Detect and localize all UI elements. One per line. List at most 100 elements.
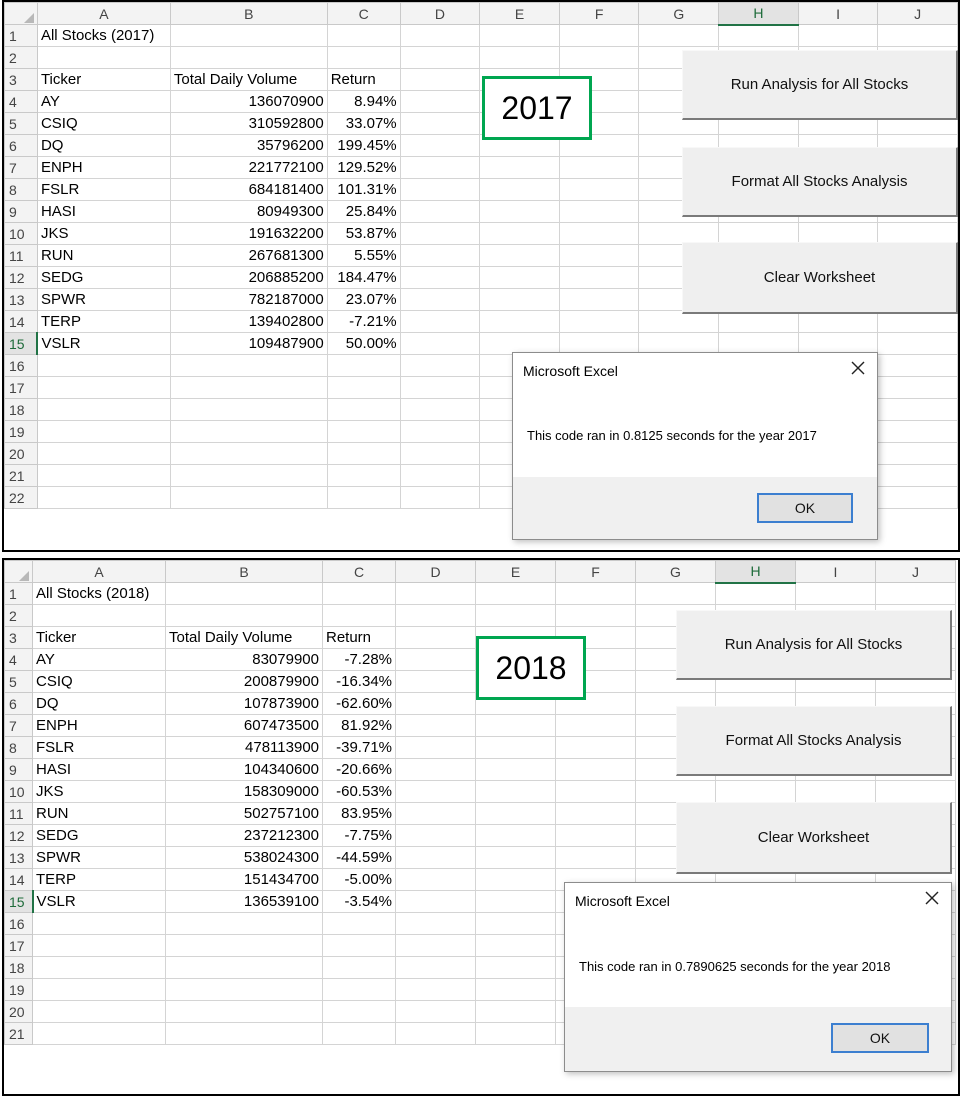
cell[interactable] (555, 846, 636, 869)
cell[interactable] (169, 442, 328, 465)
cell[interactable] (395, 692, 476, 715)
row-header[interactable]: 7 (4, 156, 38, 179)
sheet-title-cell[interactable]: All Stocks (2017) (36, 24, 171, 47)
cell[interactable] (475, 912, 556, 935)
return-cell[interactable]: 199.45% (326, 134, 401, 157)
volume-cell[interactable]: 107873900 (165, 692, 323, 715)
volume-cell[interactable]: 151434700 (165, 868, 323, 891)
column-header-c[interactable]: C (322, 560, 396, 583)
cell[interactable] (169, 46, 328, 69)
ticker-cell[interactable]: VSLR (32, 890, 166, 913)
cell[interactable] (326, 442, 401, 465)
row-header[interactable]: 18 (4, 956, 33, 979)
cell[interactable] (399, 398, 481, 421)
ticker-cell[interactable]: ENPH (32, 714, 166, 737)
cell[interactable] (399, 222, 481, 245)
row-header[interactable]: 19 (4, 978, 33, 1001)
cell[interactable] (399, 332, 481, 355)
cell[interactable] (877, 376, 958, 399)
cell[interactable] (395, 736, 476, 759)
cell[interactable] (165, 934, 323, 957)
cell[interactable] (475, 868, 556, 891)
cell[interactable] (638, 24, 720, 47)
close-icon[interactable] (923, 889, 941, 907)
column-header-b[interactable]: B (165, 560, 323, 583)
cell[interactable] (395, 670, 476, 693)
cell[interactable] (165, 956, 323, 979)
row-header[interactable]: 5 (4, 670, 33, 693)
format-analysis-button-2018[interactable]: Format All Stocks Analysis (676, 706, 952, 776)
cell[interactable] (475, 736, 556, 759)
cell[interactable] (399, 46, 481, 69)
cell[interactable] (715, 780, 796, 803)
cell[interactable] (479, 46, 560, 69)
row-header[interactable]: 15 (4, 890, 34, 913)
row-header[interactable]: 9 (4, 200, 38, 223)
volume-cell[interactable]: 538024300 (165, 846, 323, 869)
cell[interactable] (36, 398, 171, 421)
volume-cell[interactable]: 35796200 (169, 134, 328, 157)
row-header[interactable]: 6 (4, 692, 33, 715)
close-icon[interactable] (849, 359, 867, 377)
ticker-cell[interactable]: RUN (36, 244, 171, 267)
volume-cell[interactable]: 80949300 (169, 200, 328, 223)
cell[interactable] (479, 178, 560, 201)
return-cell[interactable]: 81.92% (322, 714, 396, 737)
cell[interactable] (322, 912, 396, 935)
cell[interactable] (877, 332, 958, 355)
ticker-cell[interactable]: DQ (32, 692, 166, 715)
cell[interactable] (322, 604, 396, 627)
volume-cell[interactable]: 206885200 (169, 266, 328, 289)
row-header[interactable]: 8 (4, 736, 33, 759)
ticker-cell[interactable]: DQ (36, 134, 171, 157)
ticker-cell[interactable]: TERP (32, 868, 166, 891)
ticker-cell[interactable]: JKS (36, 222, 171, 245)
volume-cell[interactable]: 267681300 (169, 244, 328, 267)
ok-button[interactable]: OK (757, 493, 853, 523)
ticker-cell[interactable]: AY (36, 90, 171, 113)
cell[interactable] (475, 890, 556, 913)
cell[interactable] (326, 398, 401, 421)
row-header[interactable]: 13 (4, 846, 33, 869)
ticker-cell[interactable]: RUN (32, 802, 166, 825)
ticker-cell[interactable]: SPWR (32, 846, 166, 869)
row-header[interactable]: 4 (4, 648, 33, 671)
ticker-cell[interactable]: HASI (36, 200, 171, 223)
row-header[interactable]: 19 (4, 420, 38, 443)
column-header-j[interactable]: J (875, 560, 956, 583)
return-cell[interactable]: -7.21% (326, 310, 401, 333)
cell[interactable] (475, 934, 556, 957)
volume-cell[interactable]: 136539100 (165, 890, 323, 913)
row-header[interactable]: 8 (4, 178, 38, 201)
row-header[interactable]: 13 (4, 288, 38, 311)
row-header[interactable]: 17 (4, 934, 33, 957)
cell[interactable] (395, 978, 476, 1001)
column-header-d[interactable]: D (399, 2, 481, 25)
return-cell[interactable]: -16.34% (322, 670, 396, 693)
row-header[interactable]: 14 (4, 868, 33, 891)
return-cell[interactable]: -7.28% (322, 648, 396, 671)
cell[interactable] (326, 420, 401, 443)
cell[interactable] (395, 604, 476, 627)
column-header-h[interactable]: H (715, 560, 796, 584)
row-header[interactable]: 11 (4, 802, 33, 825)
cell[interactable] (395, 1000, 476, 1023)
cell[interactable] (322, 978, 396, 1001)
row-header[interactable]: 21 (4, 1022, 33, 1045)
cell[interactable] (395, 912, 476, 935)
volume-cell[interactable]: 83079900 (165, 648, 323, 671)
row-header[interactable]: 10 (4, 780, 33, 803)
ticker-cell[interactable]: SEDG (32, 824, 166, 847)
cell[interactable] (399, 68, 481, 91)
cell[interactable] (32, 956, 166, 979)
cell[interactable] (169, 376, 328, 399)
column-header-j[interactable]: J (877, 2, 958, 25)
cell[interactable] (36, 464, 171, 487)
cell[interactable] (399, 442, 481, 465)
cell[interactable] (635, 582, 716, 605)
column-header-a[interactable]: A (36, 2, 171, 25)
cell[interactable] (558, 178, 640, 201)
row-header[interactable]: 12 (4, 824, 33, 847)
row-header[interactable]: 20 (4, 442, 38, 465)
cell[interactable] (558, 222, 640, 245)
